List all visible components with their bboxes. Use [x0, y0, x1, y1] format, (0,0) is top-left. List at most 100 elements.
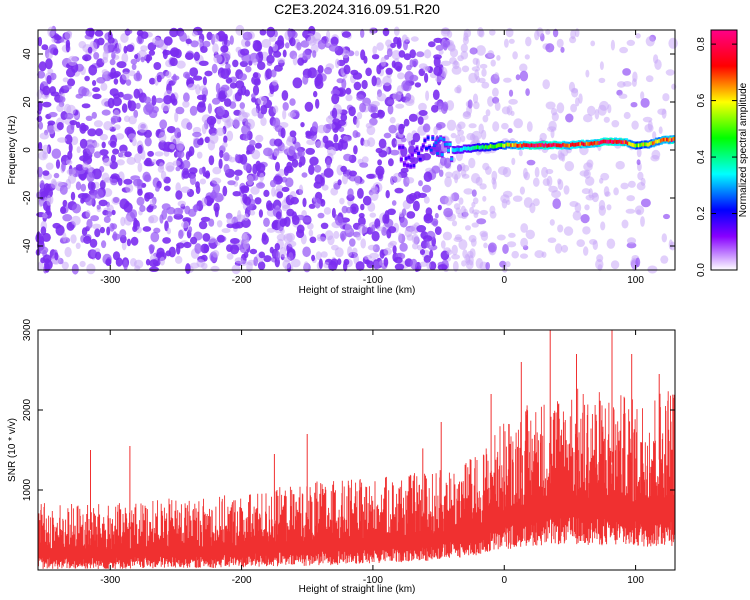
trace-core [506, 142, 510, 147]
trace-core [554, 142, 558, 147]
noise-blob [396, 85, 404, 96]
noise-blob [478, 123, 484, 134]
noise-blob [85, 115, 93, 122]
noise-blob [101, 172, 110, 183]
noise-blob [485, 109, 491, 117]
colorbar-tick-label: 0.2 [696, 206, 707, 220]
noise-blob [272, 43, 279, 52]
noise-blob [103, 121, 113, 131]
noise-blob [144, 192, 151, 202]
noise-blob [273, 138, 283, 147]
noise-blob [393, 26, 400, 36]
noise-blob [302, 197, 307, 208]
noise-blob [296, 41, 302, 51]
noise-blob [189, 67, 199, 77]
noise-blob [506, 241, 517, 248]
noise-blob [98, 199, 108, 207]
trace-core [450, 157, 454, 161]
noise-blob [252, 41, 262, 52]
noise-blob [284, 216, 291, 227]
noise-blob [283, 166, 289, 176]
noise-blob [416, 225, 427, 233]
noise-blob [62, 214, 73, 222]
noise-blob [120, 33, 129, 43]
noise-blob [41, 44, 49, 51]
trace-core [566, 143, 570, 148]
noise-blob [438, 169, 444, 177]
snr-x-label: Height of straight line (km) [299, 584, 416, 595]
noise-blob [277, 58, 286, 64]
noise-blob [113, 78, 119, 85]
noise-blob [603, 186, 610, 197]
noise-blob [194, 243, 202, 254]
x-tick-label: 100 [627, 575, 644, 586]
noise-blob [389, 116, 396, 124]
noise-blob [51, 148, 62, 159]
noise-blob [163, 185, 171, 192]
noise-blob [289, 98, 296, 106]
noise-blob [489, 205, 496, 214]
noise-blob [209, 191, 218, 199]
snr-y-ticks: 1000 2000 3000 [22, 318, 675, 501]
noise-blob [424, 72, 429, 83]
noise-blob [57, 137, 67, 143]
noise-blob [175, 182, 181, 193]
noise-blob [395, 139, 403, 146]
noise-blob [174, 111, 179, 123]
noise-blob [235, 214, 246, 222]
noise-blob [545, 43, 555, 53]
noise-blob [201, 94, 207, 103]
noise-blob [211, 63, 218, 74]
noise-blob [199, 178, 207, 185]
noise-blob [86, 218, 93, 229]
noise-blob [487, 96, 494, 107]
noise-blob [83, 235, 92, 244]
noise-blob [99, 149, 109, 156]
noise-blob [457, 55, 464, 62]
noise-blob [240, 48, 250, 56]
noise-blob [175, 106, 185, 115]
noise-blob [331, 207, 336, 219]
noise-blob [192, 75, 203, 81]
noise-blob [490, 59, 496, 67]
noise-blob [463, 28, 472, 38]
noise-blob [631, 120, 639, 130]
noise-blob [207, 103, 212, 114]
noise-blob [263, 255, 272, 263]
trace-core [631, 143, 635, 147]
noise-blob [399, 242, 408, 252]
noise-blob [178, 229, 184, 239]
noise-blob [620, 182, 629, 190]
noise-blob [272, 79, 278, 86]
noise-blob [119, 229, 127, 238]
noise-blob [241, 112, 250, 118]
noise-blob [541, 166, 549, 178]
noise-blob [137, 144, 143, 154]
noise-blob [275, 211, 282, 220]
noise-blob [47, 26, 55, 38]
noise-blob [437, 264, 448, 271]
noise-blob [162, 237, 172, 244]
noise-blob [229, 82, 237, 89]
noise-blob [406, 211, 416, 219]
noise-blob [366, 260, 374, 269]
trace-core [429, 148, 433, 152]
noise-blob [214, 206, 219, 218]
noise-blob [82, 54, 92, 62]
noise-blob [372, 45, 378, 55]
noise-blob [508, 38, 515, 44]
noise-blob [124, 215, 133, 226]
noise-blob [479, 63, 488, 69]
noise-blob [560, 46, 565, 53]
noise-blob [479, 183, 487, 190]
noise-blob [185, 151, 190, 161]
noise-blob [89, 238, 98, 248]
noise-blob [412, 242, 419, 250]
noise-blob [163, 95, 173, 105]
noise-blob [343, 64, 351, 75]
noise-blob [81, 103, 91, 109]
noise-blob [583, 246, 589, 256]
noise-blob [64, 134, 73, 145]
noise-blob [599, 100, 609, 111]
noise-blob [442, 231, 452, 241]
